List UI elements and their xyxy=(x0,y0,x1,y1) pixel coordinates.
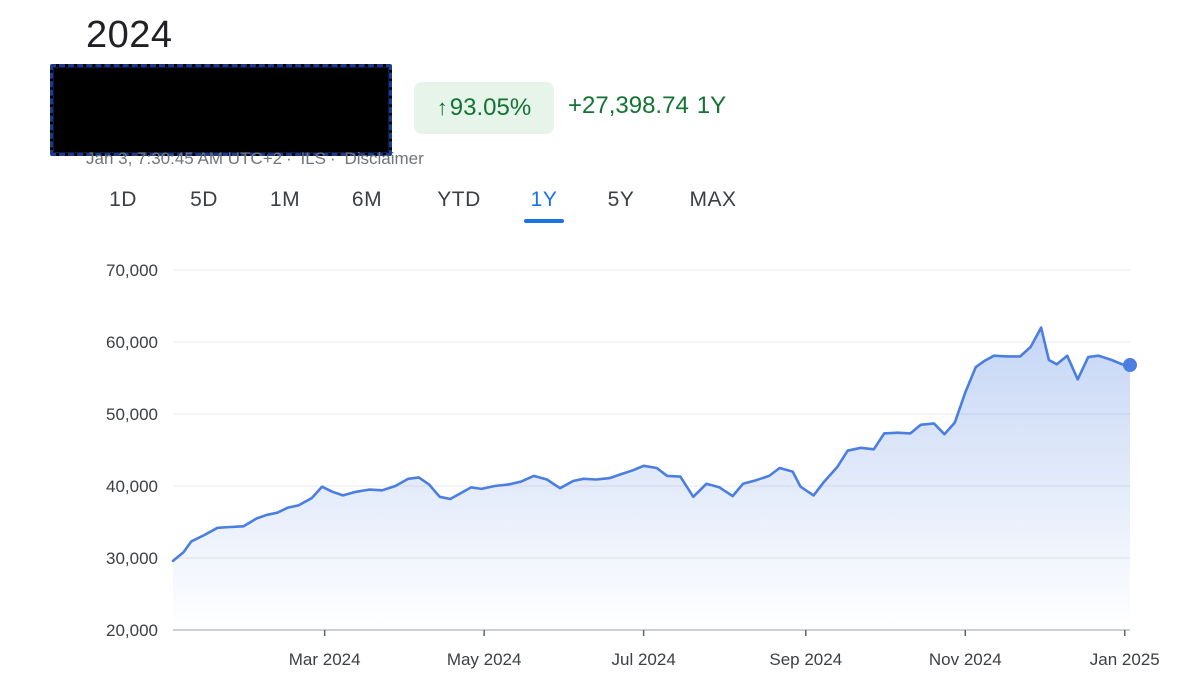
percent-change: 93.05% xyxy=(449,94,532,121)
x-tick-label: May 2024 xyxy=(447,650,522,669)
y-tick-label: 60,000 xyxy=(106,333,158,352)
timestamp: Jan 3, 7:30:45 AM UTC+2 xyxy=(86,149,283,168)
y-tick-label: 40,000 xyxy=(106,477,158,496)
y-tick-label: 20,000 xyxy=(106,621,158,640)
active-tab-indicator xyxy=(524,219,564,223)
tab-ytd[interactable]: YTD xyxy=(437,188,481,211)
line-layer xyxy=(171,326,1137,563)
x-tick-label: Mar 2024 xyxy=(289,650,361,669)
period-label: 1Y xyxy=(696,92,727,119)
tab-5d[interactable]: 5D xyxy=(190,188,218,211)
y-tick-label: 30,000 xyxy=(106,549,158,568)
separator-dot: · xyxy=(330,149,336,168)
tab-6m[interactable]: 6M xyxy=(351,188,383,211)
arrow-up-icon: ↑ xyxy=(436,95,448,120)
page-title: 2024 xyxy=(86,14,173,56)
tab-1d[interactable]: 1D xyxy=(109,188,137,211)
tab-5y[interactable]: 5Y xyxy=(607,188,635,211)
separator-dot: · xyxy=(286,149,292,168)
x-tick-label: Jan 2025 xyxy=(1090,650,1160,669)
disclaimer-link[interactable]: Disclaimer xyxy=(344,149,424,168)
x-tick-label: Nov 2024 xyxy=(929,650,1002,669)
series-area xyxy=(173,327,1130,630)
price-chart[interactable]: 70,000 60,000 50,000 40,000 30,000 20,000 Mar … xyxy=(0,240,1200,693)
series-line xyxy=(171,326,1132,563)
redacted-block xyxy=(50,64,392,156)
y-tick-label: 70,000 xyxy=(106,261,158,280)
percent-change-badge: ↑ 93.05% xyxy=(414,82,554,134)
absolute-change-value: +27,398.74 xyxy=(568,92,689,119)
timestamp-line: Jan 3, 7:30:45 AM UTC+2 · ILS · Disclaimer xyxy=(86,149,428,169)
absolute-change: +27,398.74 1Y xyxy=(568,92,734,120)
area-layer xyxy=(173,327,1130,630)
current-value-dot xyxy=(1123,358,1137,373)
tab-1m[interactable]: 1M xyxy=(269,188,301,211)
currency-label: ILS xyxy=(300,149,327,168)
x-tick-label: Sep 2024 xyxy=(769,650,842,669)
axis-layer: 70,000 60,000 50,000 40,000 30,000 20,000 Mar … xyxy=(106,261,1160,669)
tab-max[interactable]: MAX xyxy=(689,188,737,211)
tab-1y[interactable]: 1Y xyxy=(530,188,558,211)
y-tick-label: 50,000 xyxy=(106,405,158,424)
x-tick-label: Jul 2024 xyxy=(612,650,676,669)
